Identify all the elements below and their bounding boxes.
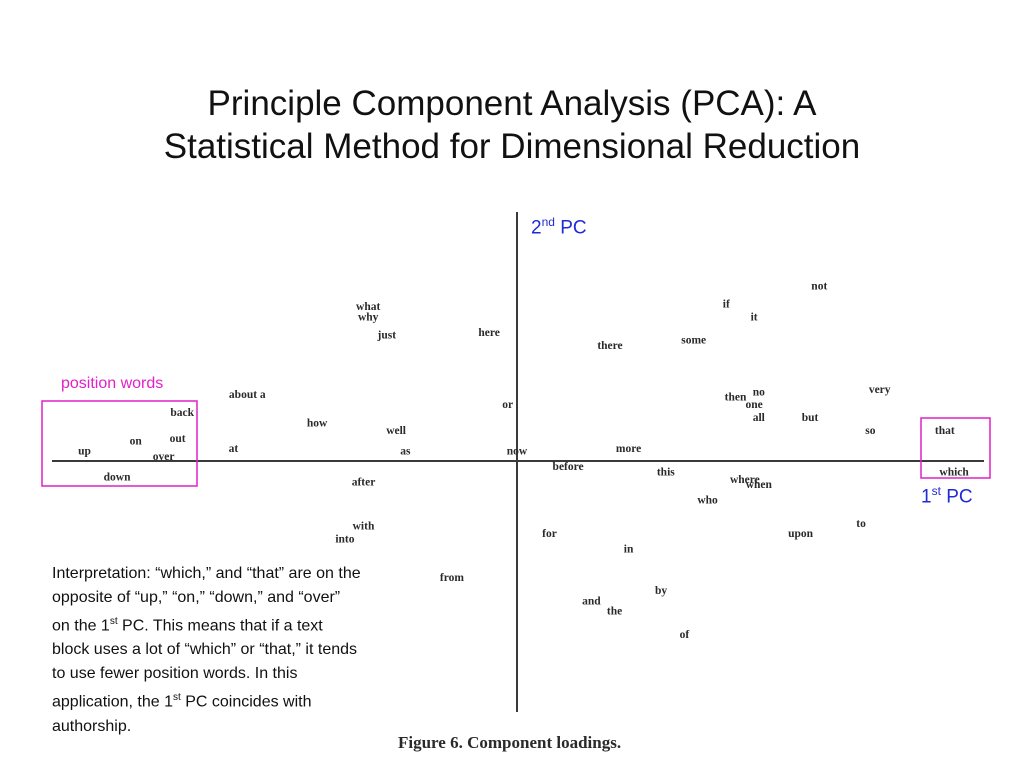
y-axis-label-sup: nd bbox=[541, 215, 555, 229]
which-that-box bbox=[920, 417, 991, 479]
slide-title: Principle Component Analysis (PCA): A St… bbox=[0, 82, 1024, 168]
interp-part-2: PC. This means that if a text block uses… bbox=[52, 617, 358, 711]
x-axis-label-text: PC bbox=[940, 486, 973, 508]
interp-part-1: Interpretation: “which,” and “that” are … bbox=[52, 565, 361, 635]
point-label-it: it bbox=[751, 312, 758, 324]
x-axis-label-num: 1 bbox=[921, 486, 932, 508]
point-label-all: all bbox=[753, 412, 765, 424]
point-label-for: for bbox=[542, 528, 557, 540]
point-label-up: up bbox=[78, 446, 91, 458]
x-axis-label: 1st PC bbox=[921, 484, 973, 508]
point-label-there: there bbox=[597, 340, 622, 352]
point-label-but: but bbox=[802, 412, 819, 424]
point-label-one: one bbox=[745, 399, 762, 411]
point-label-here: here bbox=[478, 327, 500, 339]
interpretation-text: Interpretation: “which,” and “that” are … bbox=[52, 562, 362, 739]
point-label-if: if bbox=[723, 299, 730, 311]
position-words-label: position words bbox=[61, 375, 164, 392]
point-label-back: back bbox=[170, 407, 194, 419]
y-axis-label-text: PC bbox=[554, 217, 587, 239]
point-label-well: well bbox=[386, 425, 406, 437]
point-label-that: that bbox=[935, 425, 955, 437]
point-label-on: on bbox=[130, 435, 143, 447]
point-label-before: before bbox=[553, 461, 584, 473]
y-axis-label-num: 2 bbox=[531, 217, 542, 239]
point-label-over: over bbox=[153, 451, 175, 463]
point-label-in: in bbox=[624, 544, 634, 556]
point-label-this: this bbox=[657, 466, 675, 478]
title-line-2: Statistical Method for Dimensional Reduc… bbox=[163, 127, 861, 166]
position-words-box bbox=[41, 400, 198, 487]
point-label-as: as bbox=[400, 446, 411, 458]
point-label-about-a: about a bbox=[229, 389, 266, 401]
point-label-some: some bbox=[681, 335, 706, 347]
point-label-then: then bbox=[725, 392, 747, 404]
point-label-who: who bbox=[697, 495, 718, 507]
point-label-or: or bbox=[502, 399, 513, 411]
point-label-after: after bbox=[352, 477, 376, 489]
point-label-more: more bbox=[616, 443, 641, 455]
point-label-at: at bbox=[229, 443, 239, 455]
point-label-down: down bbox=[104, 472, 131, 484]
interp-sup-1: st bbox=[109, 616, 118, 627]
point-label-to: to bbox=[856, 518, 866, 530]
point-label-into: into bbox=[335, 533, 354, 545]
point-label-from: from bbox=[440, 572, 464, 584]
point-label-when: when bbox=[746, 479, 773, 491]
point-label-and: and bbox=[582, 595, 601, 607]
point-label-by: by bbox=[655, 585, 667, 597]
point-label-where: where bbox=[730, 474, 760, 486]
title-line-1: Principle Component Analysis (PCA): A bbox=[207, 84, 817, 123]
point-label-which: which bbox=[939, 466, 969, 478]
point-label-just: just bbox=[377, 330, 397, 342]
point-label-so: so bbox=[865, 425, 875, 437]
point-label-how: how bbox=[307, 417, 328, 429]
point-label-now: now bbox=[507, 446, 528, 458]
point-label-with: with bbox=[353, 521, 375, 533]
y-axis-label: 2nd PC bbox=[531, 215, 587, 239]
point-label-out: out bbox=[170, 433, 186, 445]
x-axis-label-sup: st bbox=[931, 484, 941, 498]
point-label-the: the bbox=[607, 606, 622, 618]
point-label-very: very bbox=[869, 384, 891, 396]
interp-sup-2: st bbox=[172, 692, 181, 704]
interp-part-3: PC coincides with authorship. bbox=[52, 693, 312, 735]
figure-caption: Figure 6. Component loadings. bbox=[398, 733, 622, 752]
point-label-upon: upon bbox=[788, 528, 814, 540]
point-label-why: why bbox=[358, 312, 379, 324]
point-label-not: not bbox=[811, 281, 827, 293]
point-label-of: of bbox=[680, 629, 690, 641]
point-label-no: no bbox=[753, 386, 765, 398]
point-label-what: what bbox=[356, 301, 380, 313]
